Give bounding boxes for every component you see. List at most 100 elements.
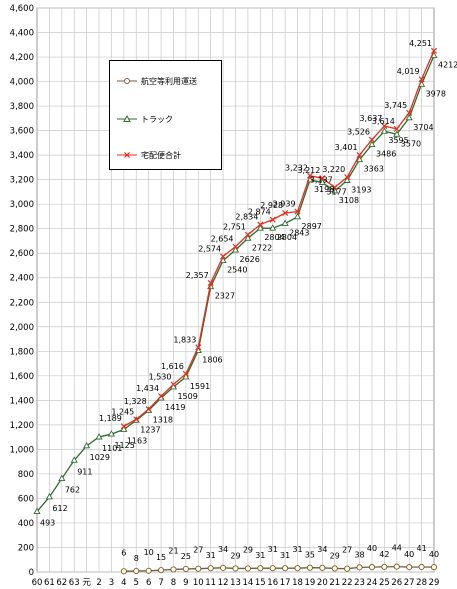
- data-label-truck: 493: [40, 519, 55, 528]
- data-point-total: [244, 231, 251, 238]
- y-tick-label: 1,600: [10, 372, 34, 382]
- legend-item-air: 航空等利用運送: [116, 75, 197, 87]
- data-label-truck: 1419: [165, 403, 185, 412]
- data-point-truck: [58, 474, 66, 482]
- data-point-total: [257, 221, 264, 228]
- data-label-air: 21: [168, 546, 178, 555]
- x-tick-label: 17: [280, 578, 291, 588]
- y-tick-label: 3,600: [10, 127, 34, 137]
- data-point-air: [356, 564, 363, 571]
- x-tick-label: 26: [391, 578, 402, 588]
- data-label-total: 2,654: [211, 235, 234, 244]
- data-label-air: 40: [429, 550, 439, 559]
- data-point-total: [406, 109, 413, 116]
- data-point-total: [356, 151, 363, 159]
- data-label-air: 31: [255, 551, 265, 560]
- y-tick-label: 1,400: [10, 396, 34, 406]
- data-point-truck: [231, 246, 240, 253]
- legend-label-total: 宅配便合計: [141, 150, 181, 160]
- data-point-total: [170, 381, 177, 388]
- data-label-truck: 3704: [413, 123, 433, 132]
- legend: 航空等利用運送 トラック 宅配便合計: [109, 60, 222, 170]
- x-tick-label: 7: [158, 578, 163, 588]
- x-tick-label: 5: [134, 578, 139, 588]
- x-tick-label: 21: [329, 578, 340, 588]
- data-point-truck: [256, 224, 264, 231]
- data-point-total: [220, 253, 227, 260]
- data-label-air: 31: [206, 551, 216, 560]
- data-label-total: 3,232: [285, 164, 308, 173]
- data-label-air: 10: [144, 548, 154, 557]
- y-tick-label: 200: [18, 543, 34, 553]
- y-tick-label: 3,800: [10, 102, 34, 112]
- data-label-total: 1,189: [99, 414, 122, 423]
- data-point-air: [306, 564, 313, 571]
- data-point-total: [120, 423, 127, 430]
- x-tick-label: 元: [82, 578, 91, 588]
- data-point-air: [244, 565, 251, 572]
- data-point-total: [331, 184, 338, 191]
- data-point-air: [393, 563, 400, 570]
- data-point-truck: [281, 219, 289, 226]
- data-point-total: [430, 47, 438, 54]
- data-point-truck: [355, 155, 364, 163]
- x-tick-label: 29: [429, 578, 440, 588]
- data-label-truck: 2327: [215, 292, 235, 301]
- data-label-total: 3,745: [384, 101, 407, 110]
- data-label-air: 34: [218, 545, 228, 554]
- data-label-total: 3,637: [359, 114, 382, 123]
- data-label-air: 44: [392, 544, 402, 553]
- y-tick-label: 2,400: [10, 274, 34, 284]
- data-label-air: 25: [181, 552, 191, 561]
- x-tick-label: 10: [193, 578, 204, 588]
- data-label-total: 2,939: [273, 200, 296, 209]
- cross-marker-icon: [117, 152, 137, 158]
- data-point-air: [269, 565, 276, 572]
- x-tick-label: 9: [183, 578, 188, 588]
- data-point-total: [182, 370, 189, 377]
- x-tick-label: 15: [255, 578, 266, 588]
- data-point-air: [182, 565, 189, 572]
- data-label-truck: 911: [77, 467, 92, 476]
- data-point-truck: [343, 176, 351, 183]
- x-tick-label: 3: [109, 578, 114, 588]
- legend-item-truck: トラック: [116, 113, 173, 125]
- data-point-truck: [120, 425, 128, 432]
- data-point-truck: [244, 234, 252, 241]
- data-label-truck: 2804: [277, 233, 297, 242]
- x-tick-label: 25: [379, 578, 390, 588]
- y-tick-label: 1,000: [10, 445, 34, 455]
- data-point-air: [282, 565, 289, 572]
- data-label-truck: 3198: [314, 185, 334, 194]
- x-tick-label: 6: [146, 578, 151, 588]
- y-tick-label: 600: [18, 494, 34, 504]
- data-point-truck: [95, 433, 103, 440]
- data-label-truck: 3978: [426, 89, 446, 98]
- data-point-truck: [269, 224, 277, 231]
- data-point-total: [158, 393, 165, 400]
- data-label-total: 3,212: [297, 166, 320, 175]
- data-label-air: 38: [354, 550, 364, 559]
- data-label-truck: 2540: [227, 266, 247, 275]
- data-label-air: 15: [156, 553, 166, 562]
- data-point-air: [207, 565, 214, 572]
- x-tick-label: 11: [205, 578, 216, 588]
- data-point-total: [269, 216, 276, 223]
- x-tick-label: 63: [69, 578, 80, 588]
- data-label-air: 8: [134, 554, 139, 563]
- data-point-truck: [368, 140, 376, 148]
- data-label-truck: 1591: [190, 382, 210, 391]
- x-tick-label: 4: [121, 578, 126, 588]
- data-label-air: 35: [305, 551, 315, 560]
- data-point-total: [207, 279, 214, 287]
- y-tick-label: 4,000: [10, 78, 34, 88]
- data-point-truck: [331, 187, 339, 194]
- data-point-total: [381, 123, 388, 130]
- data-label-total: 3,614: [372, 117, 395, 126]
- data-point-air: [195, 565, 202, 572]
- data-label-total: 1,530: [149, 372, 172, 381]
- y-tick-label: 4,200: [10, 53, 34, 63]
- data-label-total: 2,574: [198, 244, 221, 253]
- data-label-total: 2,751: [223, 223, 246, 232]
